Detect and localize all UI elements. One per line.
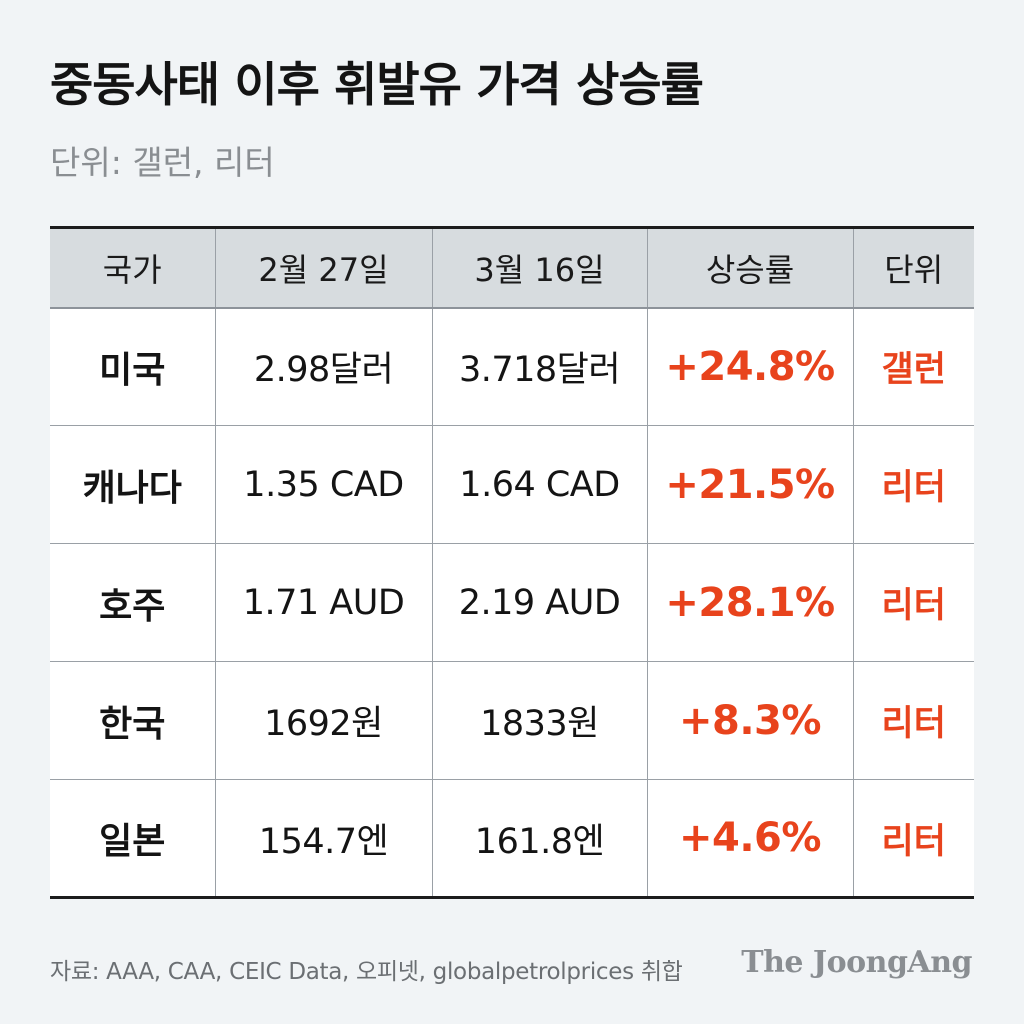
column-header-unit: 단위 [852,227,974,309]
unit-cell: 리터 [852,661,974,780]
country-cell: 일본 [50,779,215,898]
table-row: 호주 1.71 AUD 2.19 AUD +28.1% 리터 [50,543,974,662]
country-cell: 캐나다 [50,425,215,544]
source-note: 자료: AAA, CAA, CEIC Data, 오피넷, globalpetr… [50,959,683,985]
country-cell: 호주 [50,543,215,662]
country-cell: 미국 [99,349,166,391]
increase-rate-cell: +24.8% [646,307,853,426]
table-header-row: 국가 2월 27일 3월 16일 상승률 단위 [50,227,974,309]
mar16-price-cell: 1.64 CAD [431,425,647,544]
unit-cell: 리터 [852,779,974,898]
increase-rate-cell: +28.1% [646,543,853,662]
table-row: 캐나다 1.35 CAD 1.64 CAD +21.5% 리터 [50,425,974,544]
column-header-country: 국가 [50,227,215,309]
page-title: 중동사태 이후 휘발유 가격 상승률 [50,58,704,113]
column-header-rate: 상승률 [646,227,853,309]
unit-cell: 리터 [852,425,974,544]
increase-rate-cell: +4.6% [646,779,853,898]
column-header-feb27: 2월 27일 [214,227,432,309]
unit-subtitle: 단위: 갤런, 리터 [50,143,275,182]
unit-cell: 갤런 [852,307,974,426]
mar16-price-cell: 161.8엔 [431,779,647,898]
brand-logo: The JoongAng [741,945,972,980]
price-table: 국가 2월 27일 3월 16일 상승률 단위 미국 2.98달러 3.718달… [50,226,974,899]
country-cell: 한국 [50,661,215,780]
table-row: 미국 2.98달러 3.718달러 +24.8% 갤런 [50,307,974,426]
feb27-price-cell: 154.7엔 [214,779,432,898]
unit-cell: 리터 [852,543,974,662]
feb27-price-cell: 1692원 [214,661,432,780]
mar16-price-cell: 2.19 AUD [431,543,647,662]
table-row: 일본 154.7엔 161.8엔 +4.6% 리터 [50,779,974,898]
mar16-price-cell: 1833원 [431,661,647,780]
feb27-price-cell: 1.35 CAD [214,425,432,544]
table-row: 한국 1692원 1833원 +8.3% 리터 [50,661,974,780]
column-header-mar16: 3월 16일 [431,227,647,309]
feb27-price-cell: 1.71 AUD [214,543,432,662]
feb27-price-cell: 2.98달러 [214,307,432,426]
increase-rate-cell: +21.5% [646,425,853,544]
mar16-price-cell: 3.718달러 [431,307,647,426]
increase-rate-cell: +8.3% [646,661,853,780]
